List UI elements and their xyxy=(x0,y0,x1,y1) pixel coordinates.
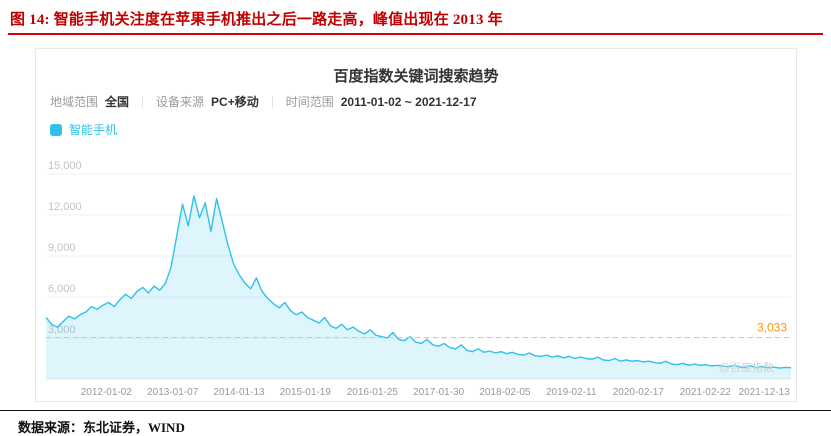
trend-area-chart[interactable]: 15,000 12,000 9,000 6,000 3,000 3,033 2012-01-… xyxy=(36,149,798,399)
filter-label-region: 地域范围 xyxy=(50,95,99,109)
filter-bar: 地域范围 全国 设备来源 PC+移动 时间范围 2011-01-02 ~ 202… xyxy=(50,93,477,110)
chart-title: 百度指数关键词搜索趋势 xyxy=(333,68,499,85)
legend-color-marker xyxy=(50,123,62,136)
svg-text:2016-01-25: 2016-01-25 xyxy=(347,387,399,398)
svg-text:2018-02-05: 2018-02-05 xyxy=(479,387,531,398)
filter-label-timerange: 时间范围 xyxy=(285,95,334,109)
svg-text:3,033: 3,033 xyxy=(757,321,787,335)
filter-value-region[interactable]: 全国 xyxy=(105,95,130,109)
svg-text:3,000: 3,000 xyxy=(48,324,76,336)
footer-divider xyxy=(0,410,831,411)
svg-text:2012-01-02: 2012-01-02 xyxy=(81,387,133,398)
svg-text:2017-01-30: 2017-01-30 xyxy=(413,387,465,398)
filter-label-device: 设备来源 xyxy=(156,95,205,109)
svg-text:2015-01-19: 2015-01-19 xyxy=(280,387,332,398)
filter-separator xyxy=(142,95,144,108)
watermark: @百度指数 xyxy=(718,362,774,374)
svg-text:2020-02-17: 2020-02-17 xyxy=(613,387,665,398)
svg-text:9,000: 9,000 xyxy=(48,242,76,254)
legend-label: 智能手机 xyxy=(69,123,118,137)
filter-value-device[interactable]: PC+移动 xyxy=(211,95,259,109)
chart-legend-item[interactable]: 智能手机 xyxy=(50,121,117,138)
svg-text:2013-01-07: 2013-01-07 xyxy=(147,387,199,398)
baidu-index-widget: 百度指数关键词搜索趋势 地域范围 全国 设备来源 PC+移动 时间范围 2011… xyxy=(35,48,797,402)
svg-text:12,000: 12,000 xyxy=(48,201,82,213)
figure-title: 图 14: 智能手机关注度在苹果手机推出之后一路走高，峰值出现在 2013 年 xyxy=(10,12,503,28)
svg-text:15,000: 15,000 xyxy=(48,160,82,172)
title-divider xyxy=(8,33,823,35)
filter-value-timerange[interactable]: 2011-01-02 ~ 2021-12-17 xyxy=(340,94,477,109)
data-source-note: 数据来源：东北证券，WIND xyxy=(18,420,185,435)
svg-text:6,000: 6,000 xyxy=(48,283,76,295)
filter-separator xyxy=(271,95,273,108)
svg-text:2014-01-13: 2014-01-13 xyxy=(213,387,265,398)
svg-text:2021-02-22: 2021-02-22 xyxy=(680,387,732,398)
svg-text:2019-02-11: 2019-02-11 xyxy=(546,387,597,398)
svg-text:2021-12-13: 2021-12-13 xyxy=(739,387,791,398)
